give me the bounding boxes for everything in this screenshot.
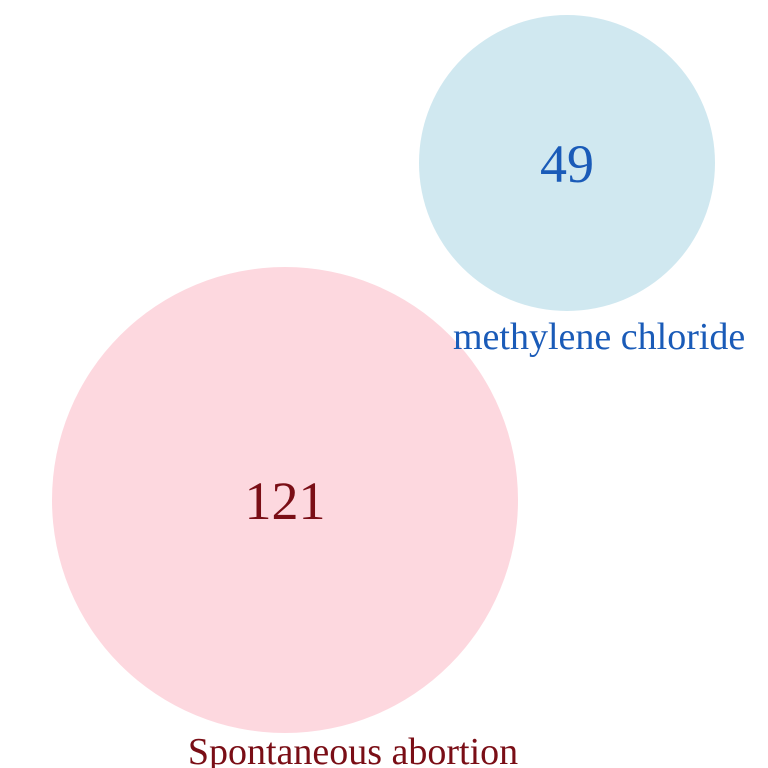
set-label-spontaneous-abortion: Spontaneous abortion — [188, 731, 518, 768]
set-count-spontaneous-abortion: 121 — [245, 471, 326, 531]
set-count-methylene-chloride: 49 — [540, 134, 594, 194]
set-label-methylene-chloride: methylene chloride — [453, 316, 745, 358]
set-circle-spontaneous-abortion — [52, 267, 518, 733]
set-circle-methylene-chloride — [419, 15, 715, 311]
